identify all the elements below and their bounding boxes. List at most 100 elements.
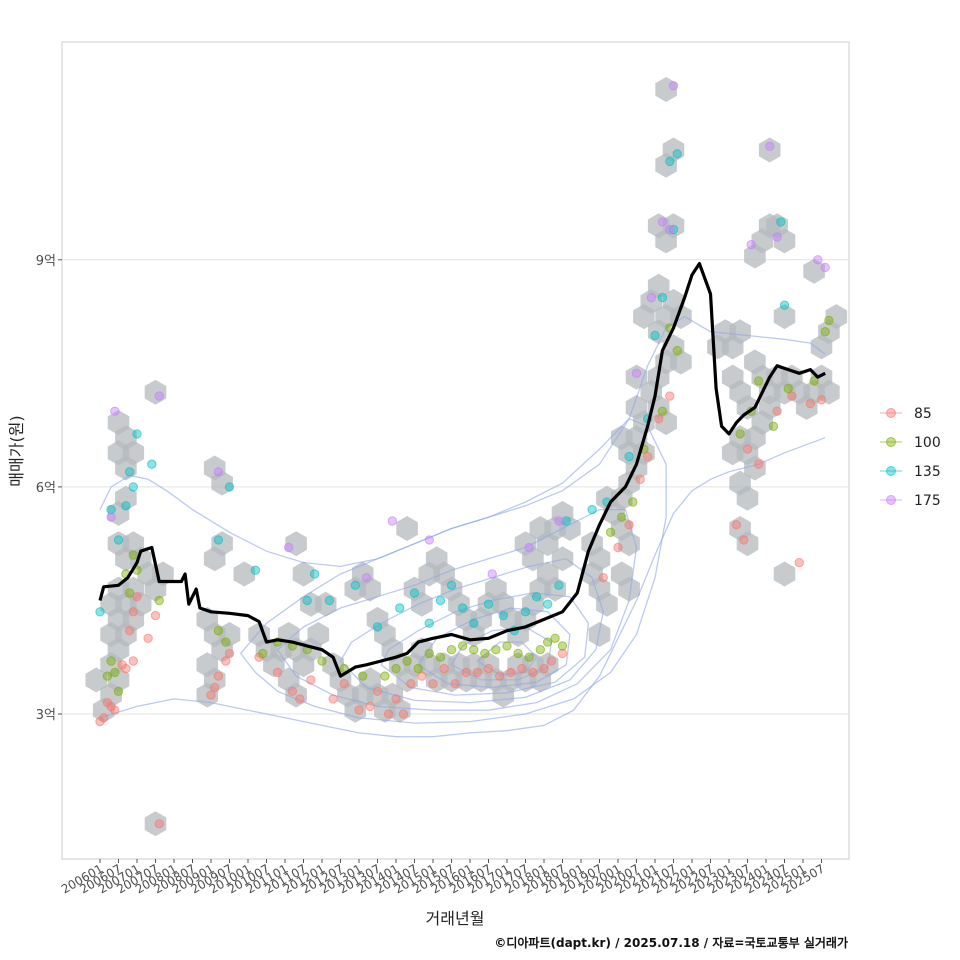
data-point-135: [147, 459, 157, 469]
data-point-85: [613, 542, 623, 553]
data-point-100: [605, 527, 616, 537]
legend-swatch: [886, 495, 896, 505]
data-point-100: [124, 588, 135, 598]
data-point-100: [380, 671, 390, 681]
data-point-135: [587, 504, 597, 515]
data-point-135: [650, 330, 660, 341]
data-point-135: [395, 603, 405, 613]
data-point-175: [665, 224, 675, 235]
data-point-85: [450, 679, 460, 689]
y-axis-ticks: 3억 6억 9억: [36, 254, 62, 723]
data-point-85: [99, 713, 109, 723]
hexbin: [729, 319, 751, 345]
hexbin: [307, 622, 330, 647]
data-point-100: [154, 595, 164, 606]
data-point-175: [657, 217, 668, 227]
data-point-100: [824, 315, 834, 326]
y-tick-label: 3억: [36, 708, 56, 723]
data-point-100: [550, 633, 560, 643]
data-point-100: [402, 656, 412, 666]
hexbin: [144, 379, 167, 405]
hexbin: [803, 258, 825, 284]
data-point-100: [502, 641, 512, 651]
hexbin: [647, 273, 670, 299]
hexbin-layer: [85, 77, 848, 837]
data-point-135: [665, 156, 675, 167]
data-point-85: [287, 686, 298, 696]
data-point-100: [617, 512, 627, 522]
data-point-175: [387, 516, 397, 526]
data-point-100: [213, 626, 224, 636]
hexbin: [736, 394, 759, 420]
hexbin: [596, 591, 618, 617]
data-point-175: [772, 232, 782, 242]
data-point-85: [391, 694, 401, 704]
data-point-135: [324, 595, 335, 606]
hexbin: [736, 485, 759, 511]
density-contour: [380, 592, 590, 696]
legend-label: 100: [914, 435, 941, 451]
hexbin: [196, 652, 219, 678]
data-point-135: [779, 300, 790, 310]
data-point-85: [383, 709, 394, 719]
data-point-175: [487, 569, 497, 579]
hexbin: [233, 561, 256, 587]
data-point-135: [469, 618, 479, 628]
data-point-100: [513, 648, 523, 659]
data-point-135: [498, 610, 508, 621]
hexbin: [388, 697, 411, 723]
data-point-135: [446, 580, 457, 590]
data-point-175: [668, 81, 679, 91]
hexbin: [655, 410, 677, 436]
hexbin: [662, 137, 685, 163]
data-point-100: [557, 641, 568, 651]
source-caption: ©디아파트(dapt.kr) / 2025.07.18 / 자료=국토교통부 실…: [494, 935, 848, 950]
scatter-points: [95, 81, 834, 829]
y-tick-label: 9억: [36, 254, 56, 269]
data-point-85: [417, 671, 427, 681]
hexbin: [721, 440, 744, 466]
data-point-135: [776, 217, 786, 227]
data-point-85: [272, 667, 283, 678]
density-contour: [476, 641, 538, 676]
x-axis-title: 거래년월: [426, 909, 485, 928]
data-point-135: [113, 535, 124, 545]
data-point-135: [672, 149, 682, 159]
data-point-85: [483, 663, 494, 674]
hexbin: [359, 576, 381, 602]
data-point-100: [535, 645, 545, 655]
data-point-85: [805, 398, 816, 409]
data-point-85: [143, 633, 153, 643]
data-point-85: [398, 709, 409, 719]
hexbin: [551, 546, 574, 572]
data-point-85: [517, 663, 527, 674]
hexbin: [744, 455, 766, 481]
data-point-175: [813, 255, 823, 265]
hexbin: [396, 516, 418, 541]
data-point-135: [457, 603, 468, 613]
data-point-135: [554, 580, 564, 590]
data-point-85: [506, 667, 516, 678]
data-point-85: [461, 667, 471, 678]
data-point-85: [406, 679, 416, 689]
data-point-100: [543, 637, 553, 647]
legend: 85 100 135 175: [880, 406, 941, 509]
data-point-100: [480, 648, 490, 659]
data-point-135: [372, 622, 383, 632]
legend-swatch: [886, 437, 896, 447]
grid-lines: [62, 259, 849, 715]
data-point-100: [113, 686, 124, 696]
data-point-85: [365, 701, 375, 712]
y-axis-title: 매매가(원): [7, 415, 26, 486]
data-point-175: [524, 542, 534, 553]
data-point-175: [631, 368, 642, 378]
data-point-175: [554, 516, 564, 526]
density-contour: [417, 607, 571, 689]
data-point-100: [628, 497, 638, 507]
data-point-85: [121, 663, 131, 674]
data-point-85: [794, 557, 804, 568]
data-point-100: [106, 656, 116, 666]
data-point-135: [213, 535, 224, 545]
data-point-135: [409, 588, 420, 598]
